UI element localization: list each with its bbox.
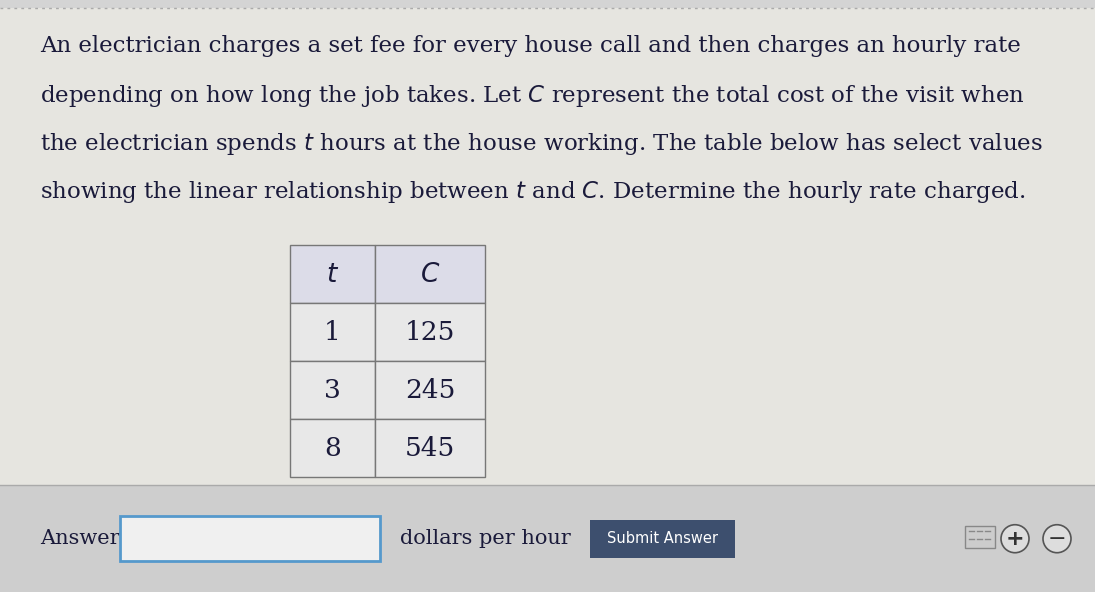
Text: 545: 545	[405, 436, 456, 461]
Text: $C$: $C$	[419, 262, 440, 287]
Text: 1: 1	[324, 320, 341, 345]
Text: dollars per hour: dollars per hour	[400, 529, 570, 548]
Text: 3: 3	[324, 378, 341, 403]
Bar	[374, 419, 485, 477]
Bar	[965, 526, 995, 548]
Text: −: −	[1048, 529, 1067, 549]
Bar	[374, 245, 485, 303]
Bar	[590, 520, 735, 558]
Bar	[290, 361, 374, 419]
Circle shape	[1044, 525, 1071, 553]
Text: +: +	[1005, 529, 1024, 549]
Text: Submit Answer: Submit Answer	[607, 531, 718, 546]
Bar	[374, 303, 485, 361]
Bar	[0, 8, 1095, 485]
Bar	[374, 361, 485, 419]
Text: 125: 125	[405, 320, 456, 345]
Bar	[290, 245, 374, 303]
Circle shape	[1001, 525, 1029, 553]
Bar	[290, 419, 374, 477]
Bar	[120, 516, 380, 561]
Text: showing the linear relationship between $t$ and $C$. Determine the hourly rate c: showing the linear relationship between …	[41, 179, 1026, 205]
Text: 245: 245	[405, 378, 456, 403]
Text: $t$: $t$	[326, 262, 339, 287]
Text: the electrician spends $t$ hours at the house working. The table below has selec: the electrician spends $t$ hours at the …	[41, 131, 1042, 157]
Text: Answer:: Answer:	[41, 529, 127, 548]
Bar	[290, 303, 374, 361]
Text: 8: 8	[324, 436, 341, 461]
Bar	[0, 485, 1095, 592]
Text: An electrician charges a set fee for every house call and then charges an hourly: An electrician charges a set fee for eve…	[41, 35, 1021, 57]
Text: depending on how long the job takes. Let $C$ represent the total cost of the vis: depending on how long the job takes. Let…	[41, 83, 1025, 109]
